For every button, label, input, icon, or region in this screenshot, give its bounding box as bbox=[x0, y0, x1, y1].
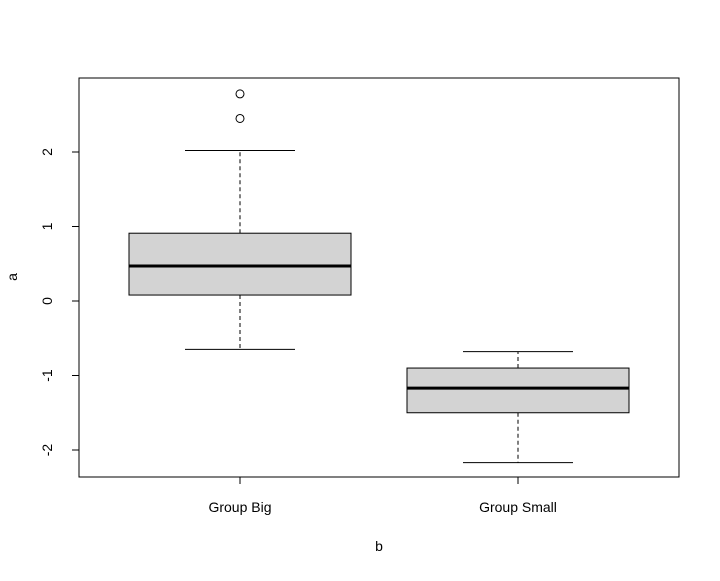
y-tick-label: 0 bbox=[39, 297, 55, 305]
outlier-point bbox=[235, 113, 245, 123]
box-1 bbox=[128, 89, 352, 350]
x-axis-label: b bbox=[375, 538, 383, 554]
x-axis: Group Big Group Small bbox=[208, 477, 557, 515]
y-tick-label: 1 bbox=[39, 222, 55, 230]
x-tick-label: Group Small bbox=[479, 499, 557, 515]
boxes-group bbox=[128, 89, 630, 464]
iqr-box bbox=[406, 367, 630, 414]
x-tick-label: Group Big bbox=[208, 499, 271, 515]
y-axis: -2 -1 0 1 2 bbox=[39, 148, 79, 456]
y-tick-label: -1 bbox=[39, 369, 55, 382]
outlier-point bbox=[235, 89, 245, 99]
iqr-box bbox=[128, 232, 352, 296]
box-2 bbox=[406, 351, 630, 464]
y-tick-label: -2 bbox=[39, 444, 55, 457]
y-axis-label: a bbox=[4, 273, 20, 281]
y-tick-label: 2 bbox=[39, 148, 55, 156]
plot-frame bbox=[78, 77, 680, 478]
